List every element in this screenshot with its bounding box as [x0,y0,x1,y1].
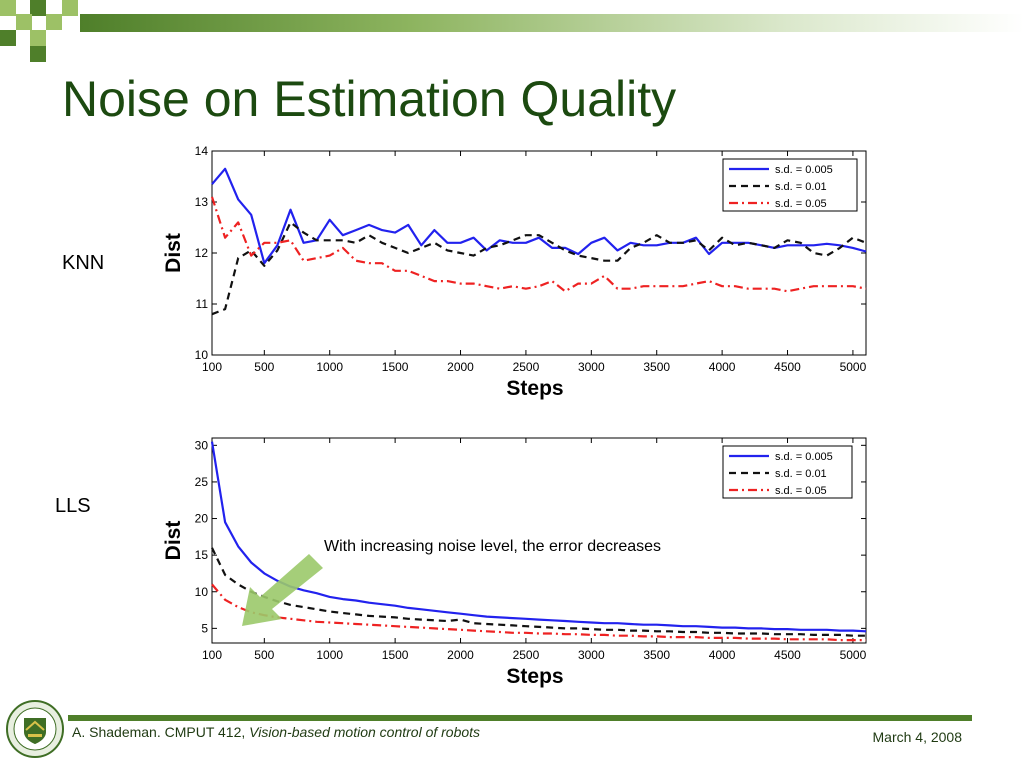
x-tick-label: 1000 [316,360,343,374]
legend-entry: s.d. = 0.005 [775,164,833,176]
x-tick-label: 500 [254,360,274,374]
x-tick-label: 2000 [447,648,474,662]
legend-entry: s.d. = 0.05 [775,198,827,210]
footer-divider [68,715,972,721]
page-title: Noise on Estimation Quality [62,71,677,127]
x-tick-label: 4500 [774,648,801,662]
x-tick-label: 2500 [513,648,540,662]
header-square [0,0,16,16]
y-tick-label: 11 [196,297,209,311]
y-axis-label: Dist [162,233,185,273]
y-tick-label: 12 [195,246,209,260]
series-line-3 [210,196,867,293]
y-tick-label: 30 [195,438,209,452]
header-square [30,0,46,16]
footer-date: March 4, 2008 [872,729,963,745]
chart-knn: 100 500 1000 1500 2000 2500 3000 3500 4000 4500 50… [162,144,867,400]
university-crest-logo [6,700,64,758]
y-tick-label: 13 [195,195,209,209]
x-tick-label: 3000 [578,360,605,374]
footer-author-text: A. Shademan. CMPUT 412, [72,724,246,740]
x-tick-label: 1500 [382,360,409,374]
legend-entry: s.d. = 0.01 [775,181,827,193]
x-tick-label: 5000 [840,360,867,374]
annotation-text: With increasing noise level, the error d… [324,538,662,555]
y-tick-label: 15 [195,548,209,562]
series-line-1 [210,441,867,633]
x-tick-label: 4500 [774,360,801,374]
series-line-2 [211,221,867,316]
y-tick-label: 14 [195,144,209,158]
x-tick-label: 3500 [643,360,670,374]
x-tick-label: 100 [202,648,222,662]
y-tick-label: 25 [195,475,209,489]
y-tick-label: 20 [195,512,209,526]
lls-label: LLS [55,495,91,517]
legend-entry: s.d. = 0.05 [775,485,827,497]
x-tick-label: 3000 [578,648,605,662]
chart-lls: 100 500 1000 1500 2000 2500 3000 3500 4000 4500 50… [162,437,867,688]
footer-author: A. Shademan. CMPUT 412, Vision-based mot… [72,724,480,740]
series-line-3 [211,583,866,642]
x-tick-label: 100 [202,360,222,374]
x-tick-label: 1500 [382,648,409,662]
x-tick-label: 1000 [316,648,343,662]
header-square [30,30,46,46]
series-line-2 [211,547,866,637]
x-tick-label: 3500 [643,648,670,662]
y-tick-label: 5 [201,621,208,635]
y-tick-label: 10 [195,585,209,599]
header-decoration-band [0,0,1024,62]
y-axis-label: Dist [162,521,185,561]
annotation-arrow-icon [242,554,323,626]
header-square [46,14,62,30]
header-square [30,46,46,62]
x-tick-label: 2000 [447,360,474,374]
y-tick-label: 10 [195,348,209,362]
footer-course-title: Vision-based motion control of robots [249,724,481,740]
x-tick-label: 4000 [709,360,736,374]
x-tick-label: 2500 [513,360,540,374]
legend-entry: s.d. = 0.01 [775,468,827,480]
x-axis-label: Steps [506,377,563,400]
header-square [62,0,78,16]
x-axis-label: Steps [506,665,563,688]
header-gradient-bar [80,14,1024,32]
header-square [16,14,32,30]
x-tick-label: 4000 [709,648,736,662]
x-tick-label: 5000 [840,648,867,662]
knn-label: KNN [62,252,105,274]
legend-entry: s.d. = 0.005 [775,451,833,463]
series-line-1 [211,167,867,265]
header-square [0,30,16,46]
x-tick-label: 500 [254,648,274,662]
